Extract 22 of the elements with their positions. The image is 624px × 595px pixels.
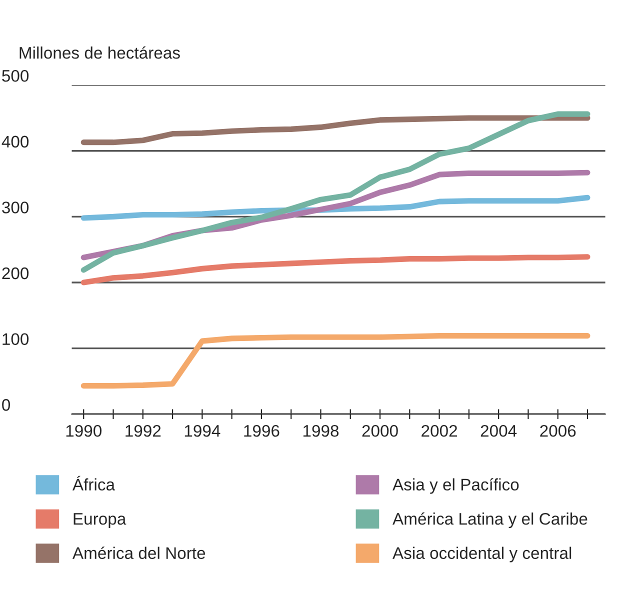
y-tick-label: 200 [2, 267, 29, 280]
legend-label: Asia y el Pacífico [392, 478, 519, 494]
x-tick-label: 1992 [126, 424, 161, 437]
legend-label: África [72, 476, 116, 491]
x-tick-label: 1998 [303, 424, 339, 437]
y-tick-label: 300 [2, 202, 29, 214]
x-tick-label: 2000 [362, 424, 398, 437]
x-tick-label: 2004 [480, 424, 517, 437]
y-tick-label: 100 [2, 333, 29, 346]
x-tick-label: 2006 [540, 424, 576, 437]
legend-label: Asia occidental y central [392, 546, 572, 562]
y-tick-label: 400 [2, 136, 29, 148]
x-tick-label: 1996 [244, 424, 280, 437]
y-tick-label: 0 [2, 399, 10, 411]
legend-label: Europa [74, 513, 126, 528]
x-tick-label: 2002 [422, 424, 457, 437]
x-tick-label: 1990 [66, 424, 102, 437]
y-tick-label: 500 [2, 70, 29, 82]
legend-label: América del Norte [72, 546, 206, 560]
legend-label: América Latina y el Caribe [392, 512, 588, 528]
y-axis-title: Millones de hectáreas [20, 46, 180, 59]
x-tick-label: 1994 [184, 424, 220, 437]
